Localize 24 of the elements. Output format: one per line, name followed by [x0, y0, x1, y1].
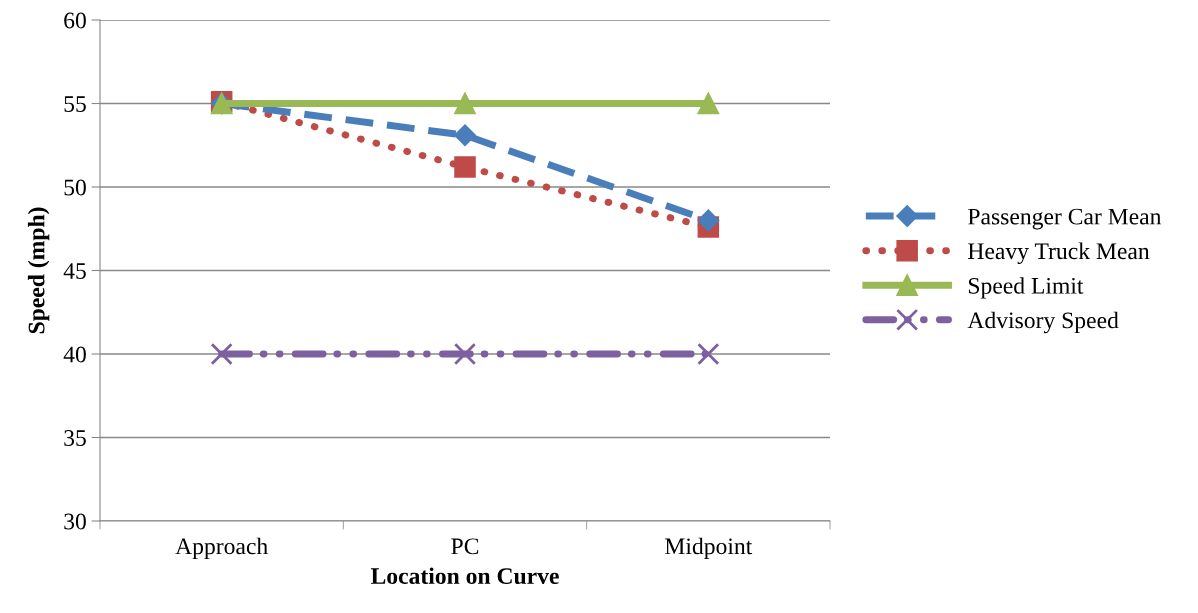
point [697, 92, 720, 115]
y-tick-label: 55 [64, 96, 86, 112]
point [454, 124, 476, 147]
point [454, 92, 476, 115]
point [210, 342, 233, 366]
y-tick-label: 35 [64, 430, 86, 446]
point [453, 342, 477, 366]
x-tick-label: Midpoint [665, 537, 753, 560]
legend-label: Heavy Truck Mean [968, 242, 1150, 265]
x-axis-title: Location on Curve [370, 567, 559, 585]
legend-label: Passenger Car Mean [968, 208, 1162, 230]
y-axis-title: Speed (mph) [27, 207, 50, 334]
y-tick-label: 30 [64, 513, 86, 530]
y-tick-label: 60 [64, 12, 86, 29]
legend-label: Speed Limit [968, 277, 1084, 299]
point [697, 209, 720, 232]
x-tick-label: Approach [175, 537, 268, 560]
x-tick-label: PC [451, 538, 479, 555]
y-tick-label: 50 [64, 179, 86, 196]
point [454, 156, 476, 178]
legend-label: Advisory Speed [967, 311, 1119, 334]
point [697, 342, 720, 366]
y-tick-label: 40 [63, 346, 86, 363]
y-tick-label: 45 [63, 263, 86, 279]
